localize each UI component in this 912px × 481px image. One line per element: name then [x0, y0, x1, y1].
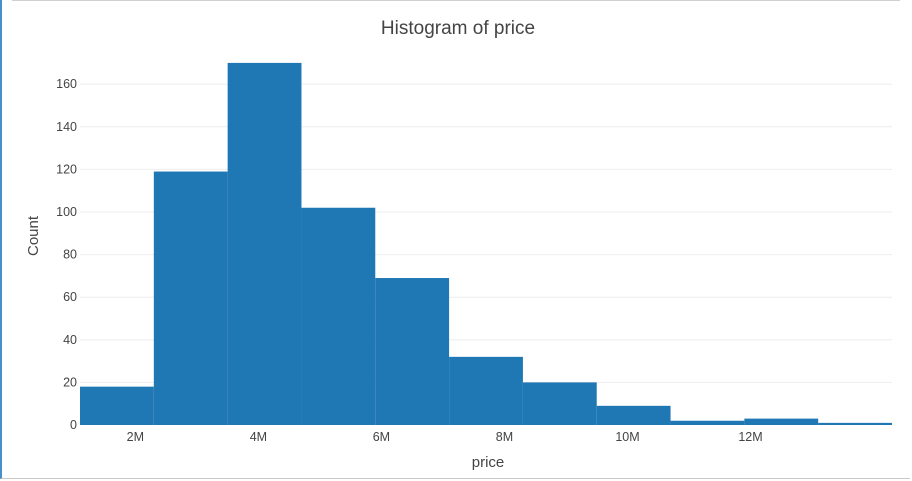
histogram-bar-4[interactable]	[301, 207, 376, 425]
histogram-bar-8[interactable]	[596, 405, 671, 425]
x-tick-12M: 12M	[738, 430, 762, 444]
x-tick-8M: 8M	[496, 430, 513, 444]
x-tick-6M: 6M	[373, 430, 390, 444]
y-tick-80: 80	[63, 248, 77, 262]
histogram-bar-2[interactable]	[153, 171, 228, 425]
bars	[80, 62, 892, 425]
x-axis-title: price	[472, 454, 505, 471]
histogram-bar-5[interactable]	[375, 278, 450, 425]
y-tick-120: 120	[56, 162, 77, 176]
y-tick-40: 40	[63, 333, 77, 347]
y-tick-100: 100	[56, 205, 77, 219]
histogram-bar-3[interactable]	[227, 62, 302, 425]
y-tick-140: 140	[56, 120, 77, 134]
x-tick-2M: 2M	[127, 430, 144, 444]
histogram-bar-11[interactable]	[818, 422, 892, 425]
x-tick-labels: 2M 4M 6M 8M 10M 12M	[127, 430, 763, 444]
y-axis-title: Count	[25, 215, 42, 256]
histogram-bar-7[interactable]	[522, 382, 597, 425]
chart-title: Histogram of price	[381, 18, 535, 39]
histogram-bar-6[interactable]	[449, 356, 523, 425]
y-tick-0: 0	[70, 418, 77, 432]
histogram-bar-1[interactable]	[80, 386, 154, 425]
y-tick-60: 60	[63, 290, 77, 304]
histogram-bar-10[interactable]	[744, 418, 819, 425]
y-tick-160: 160	[56, 77, 77, 91]
y-tick-20: 20	[63, 375, 77, 389]
top-border	[12, 0, 900, 1]
y-tick-labels: 0 20 40 60 80 100 120 140 160	[56, 77, 77, 432]
x-tick-4M: 4M	[250, 430, 267, 444]
histogram-bar-9[interactable]	[670, 420, 745, 425]
x-tick-10M: 10M	[615, 430, 639, 444]
